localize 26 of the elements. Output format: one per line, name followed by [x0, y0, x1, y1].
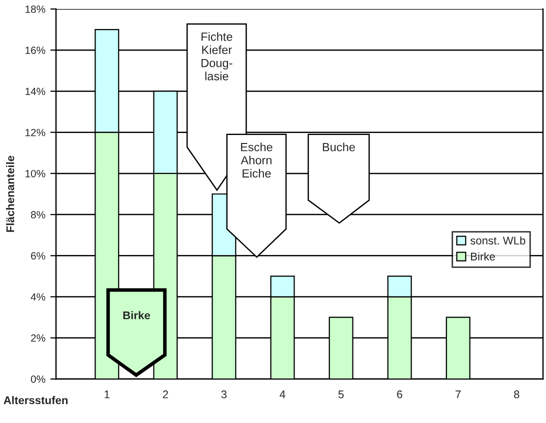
annotation: Buche [322, 142, 355, 152]
legend-label: sonst. WLb [470, 236, 526, 245]
y-tick-label: 16% [26, 46, 46, 54]
legend-label: Birke [471, 252, 495, 260]
y-tick-label: 2% [31, 334, 46, 342]
y-tick-label: 8% [30, 211, 46, 218]
y-axis-title: Flächenanteile [6, 156, 14, 232]
x-tick-label: 3 [221, 390, 227, 398]
x-tick-label: 8 [514, 390, 520, 398]
x-tick-label: 4 [280, 390, 286, 398]
x-tick-label: 2 [162, 390, 168, 398]
annotation: Esche Ahorn Eiche [240, 142, 272, 178]
annotation: Birke [123, 311, 150, 320]
x-axis-title: Altersstufen [4, 396, 68, 404]
y-tick-label: 14% [26, 88, 46, 96]
annotation: Fichte Kiefer Doug- lasie [202, 32, 232, 80]
y-tick-label: 0% [30, 376, 46, 383]
y-tick-label: 6% [31, 252, 46, 260]
x-tick-label: 5 [338, 390, 344, 398]
x-tick-label: 7 [456, 390, 461, 398]
y-tick-label: 12% [26, 128, 46, 136]
y-tick-label: 4% [30, 293, 46, 301]
y-tick-label: 18% [26, 6, 46, 13]
x-tick-label: 6 [397, 390, 402, 398]
x-tick-label: 1 [104, 390, 110, 398]
y-tick-label: 10% [26, 170, 46, 178]
